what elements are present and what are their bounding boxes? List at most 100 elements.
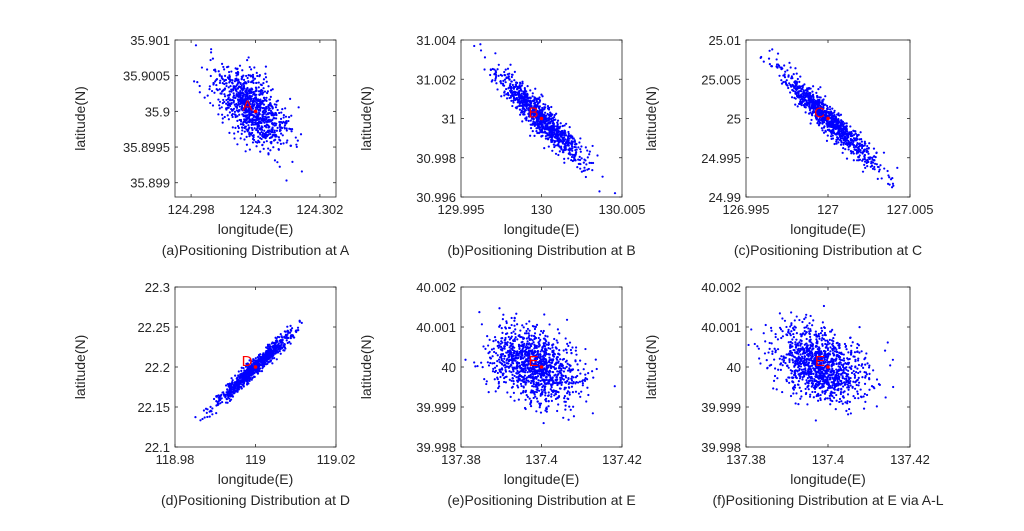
data-point — [874, 163, 876, 165]
data-point — [506, 97, 508, 99]
data-point — [533, 123, 535, 125]
data-point — [496, 88, 498, 90]
data-point — [252, 118, 254, 120]
data-point — [249, 378, 251, 380]
data-point — [284, 330, 286, 332]
data-point — [211, 90, 213, 92]
data-point — [222, 82, 224, 84]
data-point — [222, 117, 224, 119]
data-point — [262, 100, 264, 102]
data-point — [805, 111, 807, 113]
data-point — [571, 145, 573, 147]
data-point — [522, 107, 524, 109]
data-point — [473, 361, 475, 363]
data-point — [285, 116, 287, 118]
data-point — [558, 354, 560, 356]
data-point — [199, 91, 201, 93]
data-point — [582, 384, 584, 386]
data-point — [283, 126, 285, 128]
data-point — [548, 323, 550, 325]
data-point — [265, 76, 267, 78]
data-point — [557, 403, 559, 405]
data-point — [268, 112, 270, 114]
data-point — [558, 332, 560, 334]
data-point — [481, 323, 483, 325]
data-point — [551, 137, 553, 139]
data-point — [511, 76, 513, 78]
data-point — [561, 134, 563, 136]
data-point — [281, 108, 283, 110]
data-point — [587, 394, 589, 396]
data-point — [827, 134, 829, 136]
data-point — [784, 71, 786, 73]
data-point — [272, 134, 274, 136]
data-point — [284, 122, 286, 124]
data-point — [247, 93, 249, 95]
data-point — [789, 91, 791, 93]
subplot-caption: (a)Positioning Distribution at A — [162, 242, 350, 258]
data-point — [276, 100, 278, 102]
data-point — [563, 131, 565, 133]
data-point — [547, 113, 549, 115]
data-point — [266, 123, 268, 125]
data-point — [221, 63, 223, 65]
data-point — [584, 348, 586, 350]
data-point — [514, 367, 516, 369]
data-point — [509, 64, 511, 66]
data-point — [548, 119, 550, 121]
data-point — [572, 368, 574, 370]
data-point — [799, 87, 801, 89]
data-point — [870, 160, 872, 162]
data-point — [258, 124, 260, 126]
data-point — [598, 190, 600, 192]
data-point — [238, 370, 240, 372]
data-point — [249, 90, 251, 92]
data-point — [896, 167, 898, 169]
data-point — [241, 129, 243, 131]
data-point — [547, 127, 549, 129]
data-point — [589, 150, 591, 152]
data-point — [821, 129, 823, 131]
data-point — [548, 117, 550, 119]
data-point — [514, 71, 516, 73]
data-point — [891, 186, 893, 188]
data-point — [283, 337, 285, 339]
data-point — [254, 78, 256, 80]
data-point — [270, 131, 272, 133]
data-point — [277, 142, 279, 144]
data-point — [295, 329, 297, 331]
data-point — [815, 100, 817, 102]
data-point — [270, 359, 272, 361]
data-point — [567, 345, 569, 347]
reference-label: B — [528, 105, 538, 122]
data-point — [835, 134, 837, 136]
data-point — [230, 399, 232, 401]
data-point — [245, 82, 247, 84]
data-point — [575, 346, 577, 348]
data-point — [788, 62, 790, 64]
data-point — [234, 80, 236, 82]
data-point — [280, 121, 282, 123]
data-point — [280, 118, 282, 120]
data-point — [246, 144, 248, 146]
data-point — [812, 85, 814, 87]
data-point — [222, 391, 224, 393]
data-point — [534, 350, 536, 352]
data-point — [533, 341, 535, 343]
data-point — [234, 381, 236, 383]
data-point — [520, 392, 522, 394]
data-point — [844, 136, 846, 138]
data-point — [217, 98, 219, 100]
data-point — [298, 106, 300, 108]
data-point — [521, 104, 523, 106]
data-point — [287, 120, 289, 122]
data-point — [509, 338, 511, 340]
data-point — [236, 68, 238, 70]
data-point — [538, 96, 540, 98]
data-point — [290, 145, 292, 147]
data-point — [231, 386, 233, 388]
data-point — [851, 143, 853, 145]
data-point — [264, 363, 266, 365]
data-point — [243, 385, 245, 387]
